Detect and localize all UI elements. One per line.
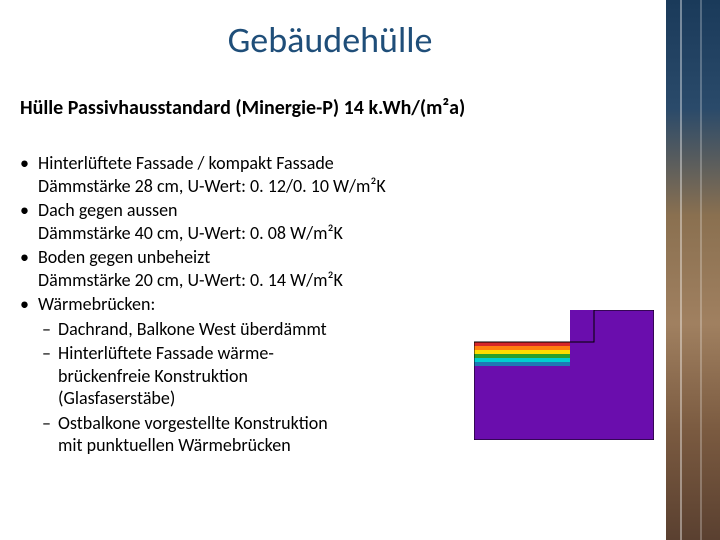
sub-bullet-item: – Ostbalkone vorgestellte Konstruktion: [42, 412, 460, 435]
sub-bullet-text: Ostbalkone vorgestellte Konstruktion: [58, 412, 460, 435]
bullet-text: Wärmebrücken:: [38, 293, 460, 316]
thermal-bridge-diagram: [474, 310, 654, 440]
sub-bullet-item: – Dachrand, Balkone West überdämmt: [42, 318, 460, 341]
bullet-detail: Dämmstärke 40 cm, U-Wert: 0. 08 W/m²K: [38, 222, 460, 245]
sub-bullet-continuation: (Glasfaserstäbe): [58, 387, 460, 410]
bullet-text: Dach gegen aussen: [38, 199, 460, 222]
bullet-detail: Dämmstärke 20 cm, U-Wert: 0. 14 W/m²K: [38, 269, 460, 292]
dash-marker: –: [42, 412, 58, 435]
bullet-marker: •: [20, 199, 38, 222]
dash-marker: –: [42, 342, 58, 365]
dash-marker: –: [42, 318, 58, 341]
bullet-marker: •: [20, 152, 38, 175]
bullet-detail: Dämmstärke 28 cm, U-Wert: 0. 12/0. 10 W/…: [38, 175, 460, 198]
bullet-marker: •: [20, 246, 38, 269]
slide-container: Gebäudehülle Hülle Passivhausstandard (M…: [0, 0, 720, 540]
bullet-list: • Hinterlüftete Fassade / kompakt Fassad…: [20, 150, 460, 457]
bullet-text: Boden gegen unbeheizt: [38, 246, 460, 269]
bullet-item: • Boden gegen unbeheizt: [20, 246, 460, 269]
sub-bullet-continuation: mit punktuellen Wärmebrücken: [58, 434, 460, 457]
bullet-marker: •: [20, 293, 38, 316]
decorative-sidebar: [666, 0, 720, 540]
bullet-item: • Wärmebrücken:: [20, 293, 460, 316]
bullet-text: Hinterlüftete Fassade / kompakt Fassade: [38, 152, 460, 175]
sub-bullet-item: – Hinterlüftete Fassade wärme-: [42, 342, 460, 365]
sub-bullet-text: Hinterlüftete Fassade wärme-: [58, 342, 460, 365]
sub-bullet-text: Dachrand, Balkone West überdämmt: [58, 318, 460, 341]
bullet-item: • Hinterlüftete Fassade / kompakt Fassad…: [20, 152, 460, 175]
slide-title: Gebäudehülle: [0, 18, 660, 62]
sub-bullet-continuation: brückenfreie Konstruktion: [58, 365, 460, 388]
bullet-item: • Dach gegen aussen: [20, 199, 460, 222]
slide-subtitle: Hülle Passivhausstandard (Minergie-P) 14…: [20, 96, 465, 120]
